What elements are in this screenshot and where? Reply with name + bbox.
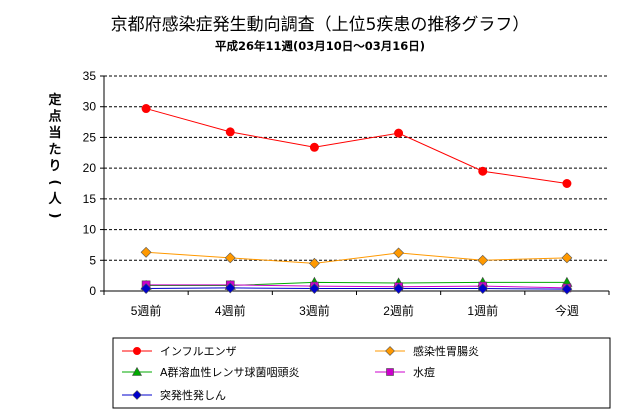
y-tick-label: 5	[89, 253, 96, 267]
y-tick-label: 25	[83, 130, 97, 144]
data-point	[133, 347, 141, 355]
chart-subtitle: 平成26年11週(03月10日～03月16日)	[214, 39, 426, 53]
data-point	[477, 254, 489, 266]
legend-item: 水痘	[375, 365, 435, 379]
y-axis-label-char: 定	[47, 92, 61, 108]
chart-title: 京都府感染症発生動向調査（上位5疾患の推移グラフ）	[110, 15, 530, 35]
y-axis-label-char: り	[48, 159, 61, 174]
legend-label: インフルエンザ	[160, 345, 237, 358]
y-tick-label: 0	[89, 284, 96, 298]
series-line	[146, 287, 567, 290]
legend-label: 水痘	[413, 365, 435, 379]
legend-label: 突発性発しん	[160, 388, 226, 402]
y-axis-label-char: )	[47, 213, 62, 219]
legend-item: 感染性胃腸炎	[375, 344, 479, 358]
data-point	[561, 252, 573, 264]
series-group	[140, 104, 573, 295]
y-tick-label: 10	[83, 223, 97, 237]
y-axis-label-char: (	[47, 180, 62, 186]
data-point	[386, 368, 394, 376]
data-point	[478, 166, 488, 176]
series-line	[146, 281, 567, 286]
y-tick-label: 35	[83, 69, 97, 83]
data-point	[131, 366, 143, 376]
y-tick-label: 20	[83, 161, 97, 175]
data-point	[561, 283, 573, 295]
data-point	[140, 246, 152, 258]
series-line	[145, 108, 567, 184]
y-axis-label-char: た	[48, 143, 61, 158]
data-point	[308, 283, 320, 294]
x-tick-label: 今週	[555, 303, 579, 318]
legend-box	[112, 337, 611, 409]
y-axis-label-char: 当	[48, 125, 61, 141]
data-point	[562, 179, 572, 188]
series	[141, 104, 572, 188]
data-point	[393, 283, 405, 294]
legend-item: 突発性発しん	[122, 388, 226, 402]
data-point	[309, 142, 319, 152]
x-tick-label: 5週前	[131, 303, 162, 318]
legend-label: A群溶血性レンサ球菌咽頭炎	[160, 365, 300, 379]
series-line	[146, 251, 567, 264]
data-point	[308, 257, 320, 269]
x-tick-label: 4週前	[215, 303, 246, 318]
data-point	[393, 247, 405, 259]
legend-label: 感染性胃腸炎	[413, 344, 479, 358]
x-tick-label: 2週前	[383, 303, 414, 318]
legend-item: インフルエンザ	[122, 345, 237, 358]
series	[140, 246, 573, 269]
data-point	[225, 127, 235, 137]
legend-item: A群溶血性レンサ球菌咽頭炎	[122, 365, 300, 379]
gridlines	[104, 75, 609, 261]
data-point	[224, 282, 236, 294]
y-tick-label: 30	[83, 100, 97, 114]
series	[140, 282, 573, 295]
data-point	[477, 283, 489, 294]
series-line	[146, 284, 567, 289]
y-tick-label: 15	[83, 192, 97, 206]
x-tick-label: 3週前	[299, 303, 330, 318]
axes: 0 5 10 15 20 25 30 35 5週前 4週前 3週前 2週前 1週前 今週	[83, 69, 610, 318]
x-tick-label: 1週前	[467, 303, 498, 318]
y-axis-label-char: 人	[48, 191, 62, 207]
data-point	[140, 283, 152, 294]
data-point	[224, 252, 236, 264]
data-point	[132, 390, 142, 400]
data-point	[394, 128, 404, 138]
data-point	[141, 104, 151, 114]
y-axis-label-char: 点	[48, 109, 61, 125]
data-point	[385, 346, 395, 356]
